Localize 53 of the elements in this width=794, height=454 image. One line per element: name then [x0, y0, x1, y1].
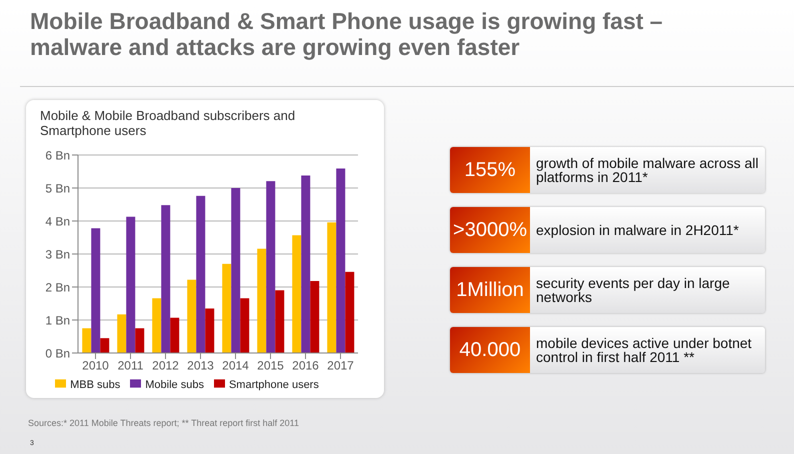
bar: [117, 314, 126, 353]
bar: [205, 308, 214, 353]
bar: [240, 298, 250, 353]
y-tick-label: 3 Bn: [45, 247, 70, 262]
source-note: Sources:* 2011 Mobile Threats report; ** Threat report first half 2011: [28, 418, 299, 428]
text: >3000%: [450, 207, 530, 253]
x-tick-label: 2016: [292, 358, 320, 373]
bar: [327, 222, 336, 353]
y-tick-label: 5 Bn: [45, 181, 70, 196]
legend-label: Mobile subs: [145, 379, 204, 391]
legend-label: Smartphone users: [228, 379, 319, 391]
y-tick-label: 2 Bn: [45, 280, 70, 294]
text: mobile devices active under botnet control in first half 2011 **: [536, 335, 753, 365]
bar: [257, 248, 266, 353]
x-tick-label: 2011: [118, 358, 144, 373]
bar: [222, 264, 232, 353]
bar: [91, 228, 100, 353]
y-tick-label: 6 Bn: [45, 148, 70, 162]
bar: [100, 338, 110, 353]
text: security events per day in large networks: [536, 275, 731, 305]
bar: [275, 290, 284, 353]
bar: [310, 281, 320, 353]
legend-label: MBB subs: [70, 379, 120, 391]
bar: [266, 181, 276, 353]
y-tick-label: 4 Bn: [45, 214, 70, 228]
bar: [196, 196, 206, 353]
bar: [82, 328, 92, 353]
x-tick-label: 2013: [187, 358, 214, 373]
bar: [135, 328, 144, 353]
x-tick-label: 2017: [327, 358, 354, 373]
x-tick-label: 2012: [152, 358, 180, 373]
text: 40.000: [450, 327, 530, 373]
text: growth of mobile malware across all platforms in 2011*: [536, 155, 760, 185]
y-tick-label: 0 Bn: [45, 346, 70, 360]
y-tick-label: 1 Bn: [45, 313, 70, 328]
bar: [187, 280, 196, 353]
bar: [170, 318, 180, 353]
text: 155%: [450, 147, 530, 193]
bar: [126, 216, 136, 353]
bar: [345, 272, 354, 353]
x-tick-label: 2014: [222, 358, 250, 373]
bar: [161, 205, 170, 353]
bar: [152, 298, 162, 353]
text: explosion in malware in 2H2011*: [536, 222, 739, 238]
bar: [292, 235, 302, 353]
bar: [336, 168, 346, 353]
chart-title: Mobile Broadband & Smart Phone usage is growing fast – malware and attacks are growing even faster: [30, 8, 664, 60]
chart-subtitle: Mobile & Mobile Broadband subscribers and Smartphone users: [40, 108, 296, 138]
x-tick-label: 2015: [257, 358, 284, 373]
text: 1Million: [450, 267, 530, 313]
x-tick-label: 2010: [82, 358, 110, 373]
bar: [231, 188, 240, 353]
bar: [301, 175, 310, 353]
